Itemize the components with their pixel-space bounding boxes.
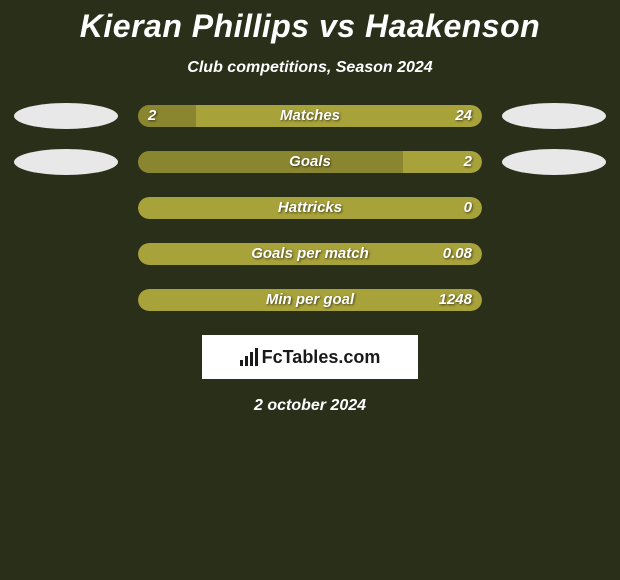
bar-fill — [138, 105, 196, 127]
stat-label: Min per goal — [266, 291, 354, 308]
stat-label: Matches — [280, 107, 340, 124]
avatar-right — [502, 103, 606, 129]
subtitle: Club competitions, Season 2024 — [0, 59, 620, 77]
stat-right-value: 1248 — [439, 291, 472, 308]
stat-right-value: 24 — [455, 107, 472, 124]
stat-row: 2 Matches 24 — [0, 105, 620, 127]
stat-right-value: 2 — [464, 153, 472, 170]
stat-row: Hattricks 0 — [0, 197, 620, 219]
date-text: 2 october 2024 — [0, 397, 620, 415]
stat-bar: Hattricks 0 — [138, 197, 482, 219]
stat-row: Goals per match 0.08 — [0, 243, 620, 265]
avatar-left — [14, 149, 118, 175]
stat-label: Goals per match — [251, 245, 369, 262]
stat-row: Min per goal 1248 — [0, 289, 620, 311]
stat-rows: 2 Matches 24 Goals 2 Hattricks 0 Goals per matc… — [0, 105, 620, 311]
bars-icon — [240, 348, 258, 366]
comparison-widget: Kieran Phillips vs Haakenson Club compet… — [0, 0, 620, 415]
stat-bar: Goals 2 — [138, 151, 482, 173]
stat-bar: 2 Matches 24 — [138, 105, 482, 127]
bar-fill — [138, 151, 403, 173]
stat-left-value: 2 — [148, 107, 156, 124]
stat-bar: Goals per match 0.08 — [138, 243, 482, 265]
page-title: Kieran Phillips vs Haakenson — [0, 8, 620, 45]
stat-label: Goals — [289, 153, 331, 170]
stat-right-value: 0 — [464, 199, 472, 216]
stat-right-value: 0.08 — [443, 245, 472, 262]
brand-box[interactable]: FcTables.com — [202, 335, 418, 379]
stat-label: Hattricks — [278, 199, 342, 216]
brand-text: FcTables.com — [262, 347, 381, 368]
avatar-left — [14, 103, 118, 129]
avatar-right — [502, 149, 606, 175]
stat-row: Goals 2 — [0, 151, 620, 173]
stat-bar: Min per goal 1248 — [138, 289, 482, 311]
